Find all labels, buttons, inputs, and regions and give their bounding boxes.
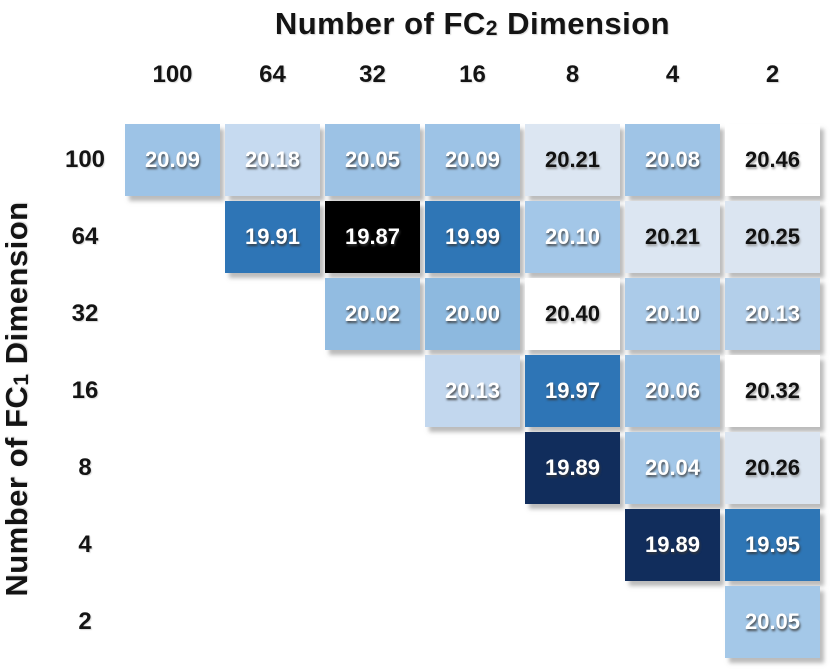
chart-title-suffix: Dimension [498, 6, 671, 41]
chart-title-subscript: 2 [485, 16, 499, 40]
row-label: 32 [71, 300, 99, 327]
column-label: 64 [259, 61, 286, 88]
heatmap-cell: 19.87 [325, 201, 420, 273]
row-label: 64 [71, 223, 99, 250]
y-axis-title-prefix: Number of FC [0, 385, 34, 597]
row-label: 8 [78, 454, 92, 481]
column-label: 4 [665, 61, 680, 88]
heatmap-cell: 20.40 [525, 278, 620, 350]
heatmap-cell: 20.26 [725, 432, 820, 504]
heatmap-cell: 20.09 [125, 124, 220, 196]
heatmap-cell: 20.10 [525, 201, 620, 273]
heatmap-cell: 20.04 [625, 432, 720, 504]
column-label: 16 [459, 61, 486, 88]
row-label: 4 [78, 531, 92, 558]
heatmap-cell: 20.05 [325, 124, 420, 196]
heatmap-cell: 20.00 [425, 278, 520, 350]
heatmap-cell: 20.09 [425, 124, 520, 196]
row-labels: 100 64 32 16 8 4 2 [45, 124, 125, 658]
heatmap-cell: 20.13 [725, 278, 820, 350]
y-axis-title-suffix: Dimension [0, 201, 34, 374]
heatmap-cell: 20.46 [725, 124, 820, 196]
heatmap-cell: 20.21 [525, 124, 620, 196]
heatmap-cell: 20.08 [625, 124, 720, 196]
heatmap-cell: 20.10 [625, 278, 720, 350]
heatmap-cell: 19.99 [425, 201, 520, 273]
column-label: 100 [152, 61, 193, 88]
heatmap-cell: 19.95 [725, 509, 820, 581]
y-axis-title-subscript: 1 [9, 373, 33, 386]
chart-title: Number of FC2 Dimension [125, 6, 820, 42]
heatmap-cell: 20.06 [625, 355, 720, 427]
y-axis-title: Number of FC1 Dimension [0, 134, 41, 664]
heatmap-cell: 19.91 [225, 201, 320, 273]
row-label: 16 [71, 377, 99, 404]
column-label: 2 [765, 61, 780, 88]
heatmap-grid: 20.09 20.18 20.05 20.09 20.21 20.08 20.46 19.91… [125, 124, 820, 658]
heatmap-cell: 20.21 [625, 201, 720, 273]
heatmap-cell: 20.32 [725, 355, 820, 427]
row-label: 100 [64, 146, 106, 173]
column-labels: 100 64 32 16 8 4 2 [125, 54, 820, 96]
heatmap-cell: 19.89 [525, 432, 620, 504]
heatmap-cell: 20.18 [225, 124, 320, 196]
heatmap-cell: 19.97 [525, 355, 620, 427]
heatmap-cell: 20.05 [725, 586, 820, 658]
heatmap-cell: 20.02 [325, 278, 420, 350]
heatmap-cell: 20.25 [725, 201, 820, 273]
heatmap-cell: 19.89 [625, 509, 720, 581]
column-label: 32 [359, 61, 386, 88]
chart-title-prefix: Number of FC [274, 6, 486, 41]
heatmap-cell: 20.13 [425, 355, 520, 427]
row-label: 2 [78, 608, 92, 635]
column-label: 8 [565, 61, 580, 88]
